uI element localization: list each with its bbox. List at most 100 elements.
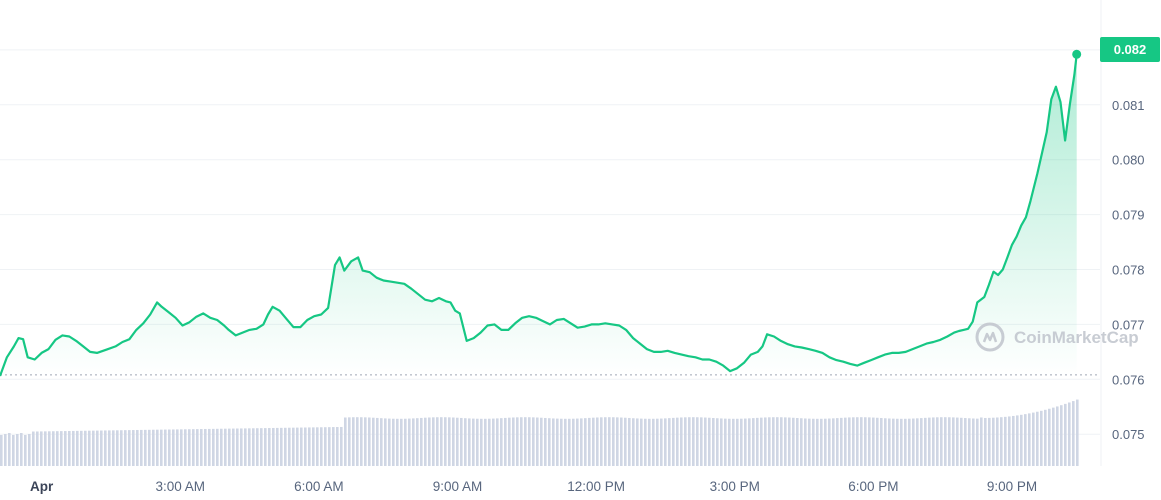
volume-bar xyxy=(940,417,943,466)
volume-bar xyxy=(172,429,175,466)
volume-bar xyxy=(48,431,51,466)
volume-bar xyxy=(400,418,403,466)
volume-bar xyxy=(444,417,447,466)
volume-bar xyxy=(148,429,151,466)
volume-bar xyxy=(384,418,387,466)
volume-bar xyxy=(376,417,379,466)
volume-bar xyxy=(360,417,363,466)
volume-bar xyxy=(480,418,483,466)
volume-bar xyxy=(868,417,871,466)
volume-bar xyxy=(628,417,631,466)
volume-bar xyxy=(944,417,947,466)
volume-bar xyxy=(920,418,923,466)
volume-bar xyxy=(496,418,499,466)
volume-bar xyxy=(344,417,347,466)
volume-bar xyxy=(736,418,739,466)
volume-bar xyxy=(424,417,427,466)
volume-bar xyxy=(112,430,115,466)
x-tick-label: 3:00 AM xyxy=(155,479,205,494)
price-area-fill xyxy=(0,54,1077,377)
x-tick-label: 9:00 AM xyxy=(433,479,483,494)
current-price-dot xyxy=(1072,49,1082,59)
x-tick-label: 3:00 PM xyxy=(710,479,760,494)
volume-bar xyxy=(520,417,523,466)
volume-bar xyxy=(476,418,479,466)
volume-bar xyxy=(552,418,555,466)
volume-bar xyxy=(164,429,167,466)
y-tick-label: 0.079 xyxy=(1112,208,1145,223)
volume-bar xyxy=(1008,416,1011,466)
volume-bar xyxy=(116,430,119,466)
volume-bar xyxy=(0,435,3,466)
y-axis-ticks: 0.075 0.076 0.077 0.078 0.079 0.080 0.081 0.082 xyxy=(1112,43,1145,442)
volume-bar xyxy=(1020,414,1023,466)
volume-bar xyxy=(536,417,539,466)
volume-bar xyxy=(64,431,67,466)
volume-bar xyxy=(184,429,187,466)
y-tick-label: 0.075 xyxy=(1112,427,1145,442)
volume-bar xyxy=(224,428,227,466)
volume-bar xyxy=(328,427,331,466)
volume-bar xyxy=(248,428,251,466)
volume-bar xyxy=(900,418,903,466)
volume-bar xyxy=(556,418,559,466)
volume-bar xyxy=(588,417,591,466)
volume-bar xyxy=(108,430,111,466)
volume-bar xyxy=(228,428,231,466)
volume-bar xyxy=(204,428,207,466)
volume-bar xyxy=(968,418,971,466)
volume-bar xyxy=(772,417,775,466)
volume-bar xyxy=(452,417,455,466)
volume-bar xyxy=(260,428,263,466)
volume-bar xyxy=(508,417,511,466)
volume-bar xyxy=(1052,407,1055,466)
volume-bar xyxy=(652,418,655,466)
volume-bar xyxy=(636,418,639,466)
volume-bar xyxy=(92,430,95,466)
volume-bar xyxy=(56,431,59,466)
volume-bar xyxy=(864,417,867,466)
volume-bar xyxy=(960,417,963,466)
volume-bar xyxy=(20,433,23,466)
volume-bar xyxy=(804,418,807,466)
volume-bar xyxy=(292,427,295,466)
volume-bar xyxy=(876,417,879,466)
volume-bar xyxy=(952,417,955,466)
volume-bar xyxy=(752,418,755,466)
volume-bar xyxy=(436,417,439,466)
volume-bar xyxy=(1044,409,1047,466)
volume-bar xyxy=(304,427,307,466)
volume-bar xyxy=(1064,403,1067,466)
volume-bar xyxy=(364,417,367,466)
volume-bar xyxy=(916,418,919,466)
volume-bar xyxy=(988,417,991,466)
volume-bar xyxy=(440,417,443,466)
volume-bar xyxy=(388,418,391,466)
volume-bar xyxy=(284,427,287,466)
volume-bar xyxy=(220,428,223,466)
grid-lines xyxy=(0,0,1102,466)
y-tick-label: 0.078 xyxy=(1112,263,1145,278)
volume-bar xyxy=(236,428,239,466)
volume-bar xyxy=(640,418,643,466)
volume-bar xyxy=(1036,411,1039,466)
volume-bar xyxy=(976,418,979,466)
volume-bar xyxy=(132,430,135,466)
volume-bar xyxy=(700,417,703,466)
volume-bar xyxy=(288,427,291,466)
volume-bar xyxy=(276,427,279,466)
volume-bar xyxy=(724,418,727,466)
volume-bar xyxy=(768,417,771,466)
volume-bar xyxy=(356,417,359,466)
watermark: CoinMarketCap xyxy=(975,322,1139,352)
volume-bar xyxy=(984,417,987,466)
volume-bar xyxy=(88,430,91,466)
volume-bar xyxy=(848,417,851,466)
volume-bar xyxy=(76,430,79,466)
volume-bar xyxy=(1076,399,1079,466)
volume-bar xyxy=(380,418,383,466)
volume-bar xyxy=(1012,415,1015,466)
volume-bar xyxy=(168,429,171,466)
volume-bar xyxy=(732,418,735,466)
